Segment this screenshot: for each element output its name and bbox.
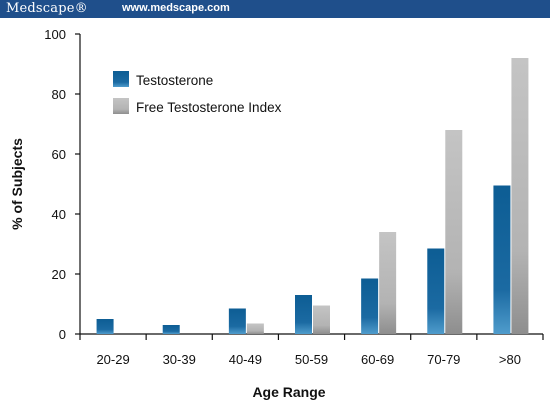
bar-testosterone [162, 325, 180, 334]
bar-free-testosterone-index [379, 232, 397, 334]
x-tick-label: 20-29 [96, 352, 129, 367]
y-tick-label: 100 [44, 27, 66, 42]
brand-logo: Medscape® [6, 1, 88, 16]
legend-swatch [113, 71, 129, 87]
y-tick-label: 60 [52, 147, 66, 162]
bar-free-testosterone-index [511, 58, 529, 334]
y-tick-label: 40 [52, 207, 66, 222]
x-tick-label: >80 [499, 352, 521, 367]
y-tick-label: 80 [52, 87, 66, 102]
bar-testosterone [228, 308, 246, 334]
bar-testosterone [96, 319, 114, 334]
bars [96, 58, 529, 334]
y-tick-label: 0 [59, 327, 66, 342]
x-ticks: 20-29 30-39 40-49 50-59 60-69 70-79 >80 [79, 334, 544, 367]
bar-testosterone [361, 278, 379, 334]
legend-label: Testosterone [136, 73, 213, 88]
legend-label: Free Testosterone Index [136, 100, 282, 115]
site-url: www.medscape.com [122, 2, 230, 14]
x-tick-label: 60-69 [361, 352, 394, 367]
bar-free-testosterone-index [313, 305, 330, 334]
legend: Testosterone Free Testosterone Index [113, 71, 282, 115]
y-ticks: 0 20 40 60 80 100 [44, 27, 80, 342]
header-banner: Medscape® www.medscape.com [0, 0, 550, 18]
y-axis-title: % of Subjects [9, 138, 25, 230]
bar-testosterone [295, 295, 312, 334]
x-tick-label: 70-79 [427, 352, 460, 367]
x-axis-title: Age Range [252, 384, 325, 400]
legend-swatch [113, 98, 129, 114]
x-tick-label: 50-59 [295, 352, 328, 367]
bar-testosterone [493, 185, 511, 334]
y-tick-label: 20 [52, 267, 66, 282]
bar-free-testosterone-index [445, 130, 463, 334]
x-tick-label: 40-49 [229, 352, 262, 367]
x-tick-label: 30-39 [163, 352, 196, 367]
bar-free-testosterone-index [246, 323, 264, 334]
bar-testosterone [427, 248, 445, 334]
